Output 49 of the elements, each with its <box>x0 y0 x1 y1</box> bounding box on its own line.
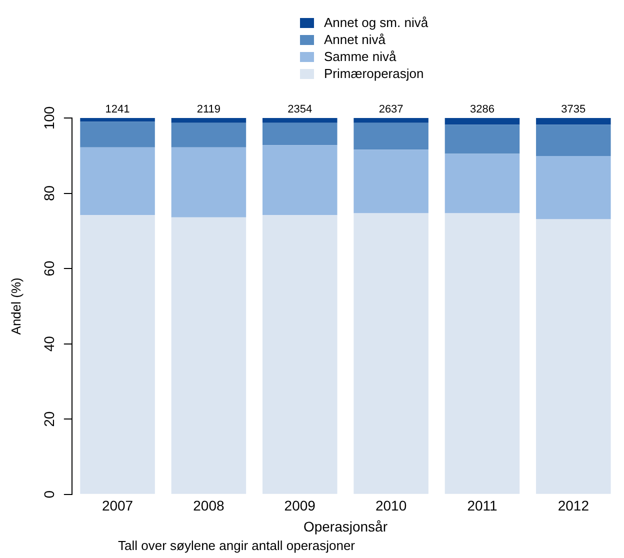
bar <box>444 118 520 125</box>
x-tick-label: 2010 <box>375 498 407 514</box>
annotation: 2354 <box>288 104 312 116</box>
x-tick-label: 2009 <box>284 498 316 514</box>
bar <box>354 150 428 214</box>
y-tick-label: 0 <box>40 490 57 498</box>
y-tick-label: 80 <box>40 185 57 202</box>
annotation: 1241 <box>105 104 130 116</box>
bar <box>444 124 520 154</box>
bar <box>354 122 428 150</box>
bar <box>80 147 155 216</box>
bar <box>536 118 611 125</box>
x-tick-label: 2008 <box>193 498 224 514</box>
bar <box>171 217 246 494</box>
bar <box>171 118 246 123</box>
annotation: 2119 <box>196 104 221 116</box>
bar <box>262 118 338 123</box>
y-axis-title: Andel (%) <box>8 278 24 335</box>
annotation: 3286 <box>470 104 494 116</box>
legend-label: Samme nivå <box>324 49 396 64</box>
annotation: 3735 <box>561 104 586 116</box>
bar <box>536 156 611 220</box>
text: Tall over søylene angir antall operasjoner <box>118 538 356 553</box>
bar <box>536 124 611 156</box>
x-tick-label: 2007 <box>102 498 134 514</box>
legend-label: Annet nivå <box>324 32 386 47</box>
legend-label: Annet og sm. nivå <box>324 15 428 30</box>
y-tick-label: 40 <box>40 336 57 352</box>
annotation: 2637 <box>378 104 404 116</box>
x-tick-label: 2011 <box>467 498 498 514</box>
bar <box>80 122 155 148</box>
y-tick-label: 20 <box>40 411 57 427</box>
bar <box>444 154 520 214</box>
bar <box>444 213 520 494</box>
y-tick-label: 60 <box>40 260 57 276</box>
bar <box>171 147 246 218</box>
legend-label: Primæroperasjon <box>324 66 424 81</box>
bar <box>171 122 246 148</box>
bar <box>262 122 338 146</box>
x-tick-label: 2012 <box>558 498 590 514</box>
y-tick-label: 100 <box>40 106 57 130</box>
bar <box>80 215 155 494</box>
bar <box>536 219 611 494</box>
bar <box>354 213 428 494</box>
bar <box>354 118 428 123</box>
bar <box>262 215 338 494</box>
x-axis-title: Operasjonsår <box>303 518 388 534</box>
bar <box>80 118 155 122</box>
bar <box>262 145 338 216</box>
